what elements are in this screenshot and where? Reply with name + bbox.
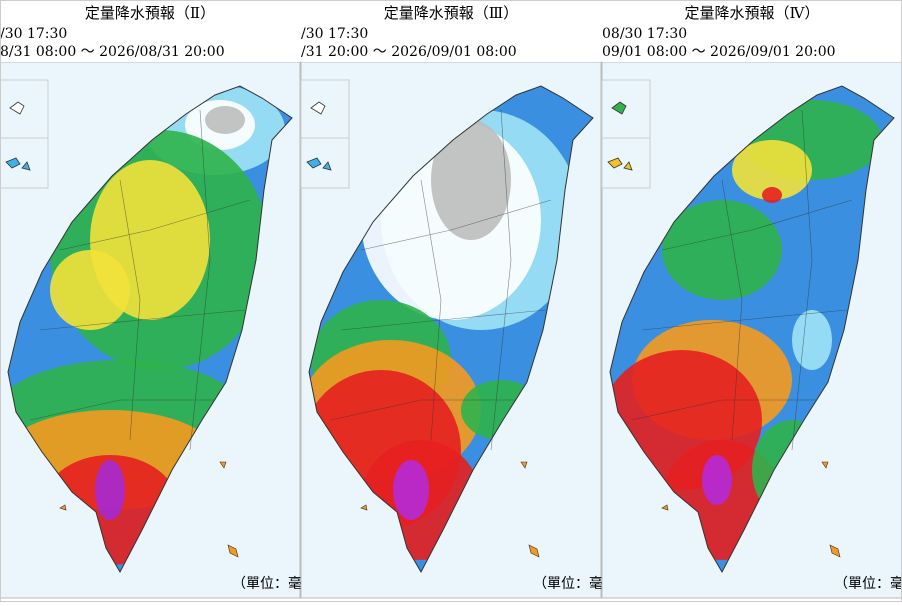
rain-area <box>662 200 782 300</box>
panel: 定量降水預報（Ⅱ） /30 17:30 8/31 08:00 ～ 2026/08/3… <box>0 0 302 599</box>
coastline <box>7 85 293 574</box>
valid-period: /31 20:00 ～ 2026/09/01 08:00 <box>301 44 517 60</box>
island <box>59 461 239 558</box>
coastline <box>609 85 895 574</box>
rain-area <box>393 460 429 520</box>
rain-area <box>95 460 125 520</box>
inset-box <box>300 79 350 139</box>
county-lines <box>330 109 552 451</box>
header-bg <box>602 0 902 62</box>
rain-area <box>762 187 782 203</box>
unit-label: （單位：毫 <box>533 575 603 592</box>
inset-island <box>607 157 633 171</box>
inset-box <box>0 79 49 139</box>
island <box>661 461 841 558</box>
rain-area <box>205 106 245 134</box>
coastline <box>308 85 594 574</box>
inset-island <box>310 101 326 115</box>
issue-time: 08/30 17:30 <box>602 26 687 42</box>
rain-area <box>732 140 812 200</box>
county-lines <box>631 109 853 451</box>
island <box>360 461 540 558</box>
rain-area <box>702 455 732 505</box>
unit-label: （單位：毫 <box>834 575 902 592</box>
panel-title: 定量降水預報（Ⅱ） <box>85 4 215 22</box>
inset-island <box>9 101 25 115</box>
panel-title: 定量降水預報（Ⅳ） <box>685 4 820 22</box>
rain-area <box>431 120 511 240</box>
panel: 定量降水預報（Ⅲ） /30 17:30/31 20:00 ～ 2026/09/01… <box>300 0 603 599</box>
inset-box <box>601 79 651 139</box>
valid-period: 8/31 08:00 ～ 2026/08/31 20:00 <box>0 44 225 60</box>
inset-island <box>5 157 31 171</box>
valid-period: 09/01 08:00 ～ 2026/09/01 20:00 <box>602 44 836 60</box>
county-lines <box>29 109 251 451</box>
panel-title: 定量降水預報（Ⅲ） <box>384 4 518 22</box>
inset-island <box>611 101 627 115</box>
issue-time: /30 17:30 <box>0 26 67 42</box>
rain-area <box>50 250 130 330</box>
unit-label: （單位：毫 <box>232 575 302 592</box>
header-bg <box>301 0 601 62</box>
issue-time: /30 17:30 <box>301 26 368 42</box>
rain-area <box>792 310 832 370</box>
header-bg <box>0 0 300 62</box>
inset-island <box>306 157 332 171</box>
panel: 定量降水預報（Ⅳ） 08/30 17:30 09/01 08:00 ～ 2026/0… <box>601 0 902 599</box>
